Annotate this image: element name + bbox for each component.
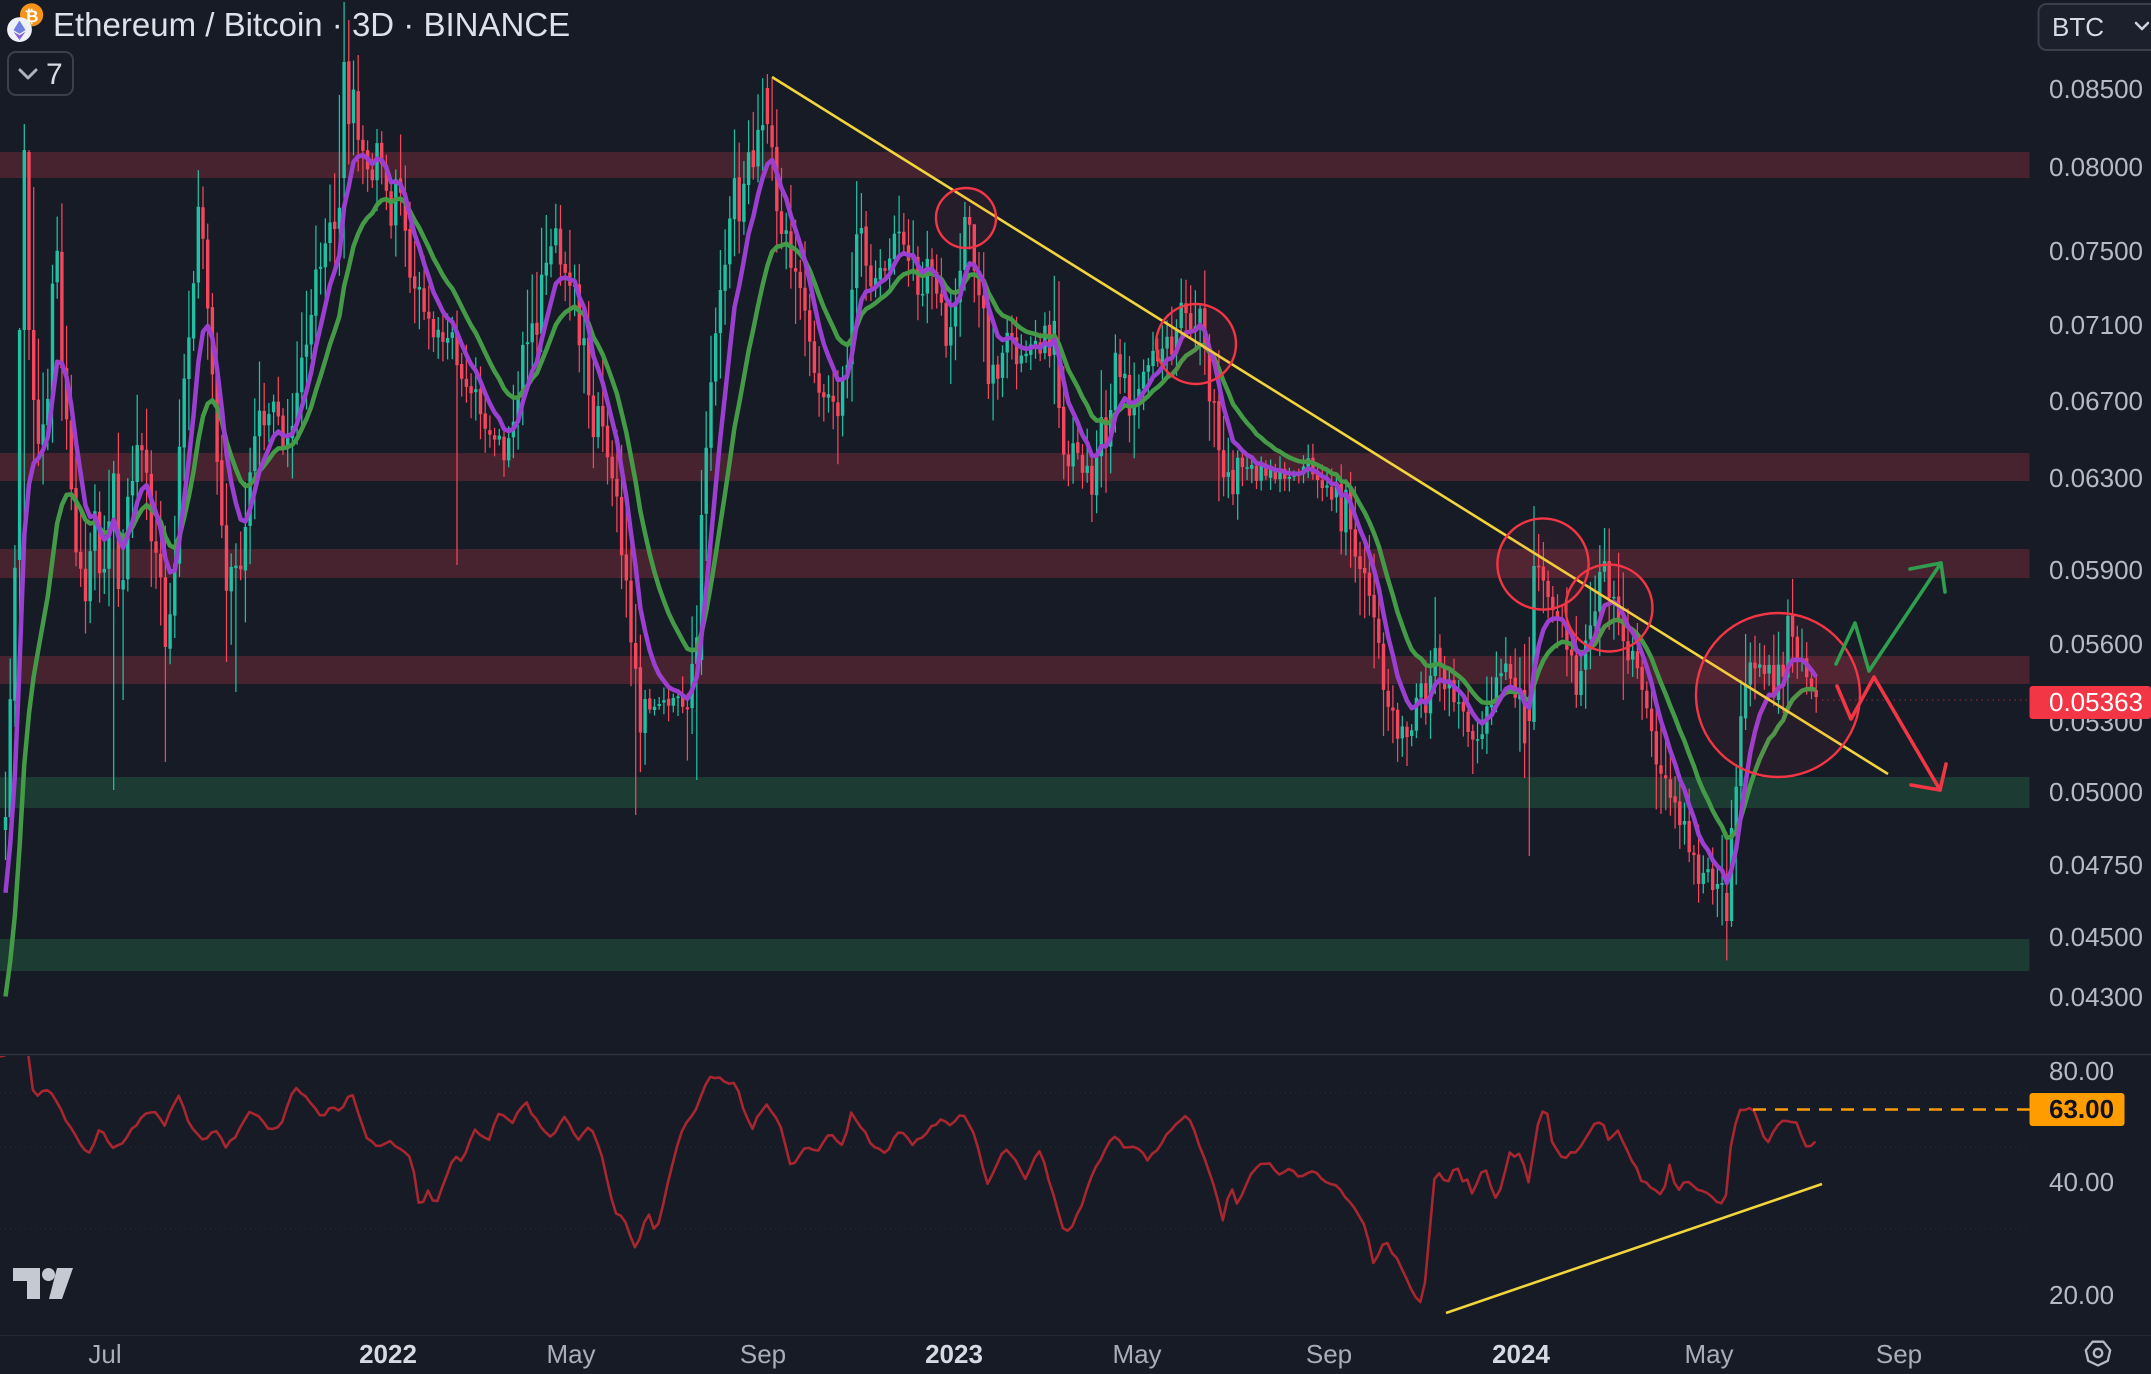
svg-text:0.06300: 0.06300 bbox=[2049, 463, 2143, 493]
svg-text:Ethereum / Bitcoin · 3D · BINA: Ethereum / Bitcoin · 3D · BINANCE bbox=[53, 6, 570, 43]
svg-text:Sep: Sep bbox=[1306, 1339, 1352, 1369]
svg-text:May: May bbox=[1684, 1339, 1733, 1369]
svg-text:0.04300: 0.04300 bbox=[2049, 982, 2143, 1012]
svg-text:May: May bbox=[1112, 1339, 1161, 1369]
svg-text:2022: 2022 bbox=[359, 1339, 417, 1369]
svg-text:May: May bbox=[546, 1339, 595, 1369]
svg-text:0.05600: 0.05600 bbox=[2049, 629, 2143, 659]
svg-text:20.00: 20.00 bbox=[2049, 1280, 2114, 1310]
svg-text:0.07100: 0.07100 bbox=[2049, 310, 2143, 340]
svg-text:0.08000: 0.08000 bbox=[2049, 152, 2143, 182]
svg-text:0.04750: 0.04750 bbox=[2049, 850, 2143, 880]
svg-text:0.05000: 0.05000 bbox=[2049, 777, 2143, 807]
svg-text:2024: 2024 bbox=[1492, 1339, 1550, 1369]
svg-text:Sep: Sep bbox=[740, 1339, 786, 1369]
svg-text:Jul: Jul bbox=[88, 1339, 121, 1369]
svg-text:0.06700: 0.06700 bbox=[2049, 386, 2143, 416]
svg-text:80.00: 80.00 bbox=[2049, 1056, 2114, 1086]
svg-text:Sep: Sep bbox=[1876, 1339, 1922, 1369]
svg-text:0.04500: 0.04500 bbox=[2049, 922, 2143, 952]
svg-text:0.05900: 0.05900 bbox=[2049, 555, 2143, 585]
svg-text:7: 7 bbox=[46, 58, 63, 91]
svg-text:2023: 2023 bbox=[925, 1339, 983, 1369]
svg-text:0.08500: 0.08500 bbox=[2049, 74, 2143, 104]
svg-text:0.07500: 0.07500 bbox=[2049, 236, 2143, 266]
svg-text:BTC: BTC bbox=[2052, 12, 2104, 42]
svg-text:40.00: 40.00 bbox=[2049, 1167, 2114, 1197]
svg-text:63.00: 63.00 bbox=[2049, 1094, 2114, 1124]
svg-text:0.05363: 0.05363 bbox=[2049, 687, 2143, 717]
